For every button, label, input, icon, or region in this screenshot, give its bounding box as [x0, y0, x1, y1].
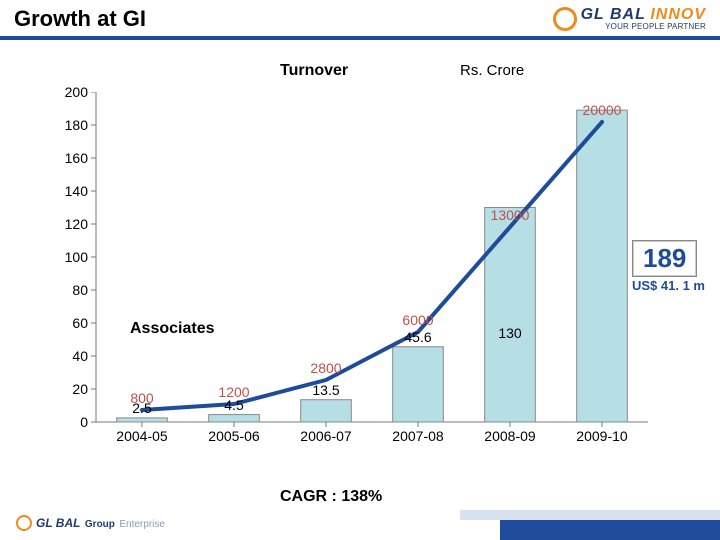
chart-unit: Rs. Crore — [460, 62, 524, 79]
y-tick-label: 140 — [58, 183, 88, 199]
x-category-label: 2005-06 — [208, 428, 259, 444]
bar-value-label: 45.6 — [404, 329, 431, 345]
footer-accent-light — [460, 510, 720, 520]
footer-global: GL BAL — [36, 516, 80, 530]
y-tick-label: 60 — [58, 315, 88, 331]
brand-tagline: YOUR PEOPLE PARTNER — [581, 23, 706, 31]
line-value-label: 13000 — [491, 207, 530, 223]
line-value-label: 2800 — [310, 360, 341, 376]
header-rule — [0, 36, 720, 40]
header: Growth at GI GL BAL INNOV YOUR PEOPLE PA… — [0, 0, 720, 36]
line-value-label: 20000 — [583, 102, 622, 118]
bar-value-label: 13.5 — [312, 382, 339, 398]
callout-sub: US$ 41. 1 m — [632, 278, 705, 293]
brand-logo: GL BAL INNOV YOUR PEOPLE PARTNER — [553, 7, 706, 31]
x-category-label: 2007-08 — [392, 428, 443, 444]
brand-text-innov: INNOV — [650, 6, 706, 23]
footer-accent — [500, 520, 720, 540]
x-category-label: 2004-05 — [116, 428, 167, 444]
y-tick-label: 20 — [58, 381, 88, 397]
line-value-label: 800 — [130, 390, 153, 406]
footer-enterprise: Enterprise — [119, 519, 165, 530]
y-tick-label: 80 — [58, 282, 88, 298]
x-category-label: 2006-07 — [300, 428, 351, 444]
y-tick-label: 160 — [58, 150, 88, 166]
y-tick-label: 180 — [58, 117, 88, 133]
callout-value: 189 — [632, 240, 697, 277]
y-tick-label: 40 — [58, 348, 88, 364]
y-tick-label: 200 — [58, 84, 88, 100]
chart-title: Turnover — [280, 62, 348, 80]
brand-ring-icon — [553, 7, 577, 31]
associates-label: Associates — [130, 320, 215, 338]
line-value-label: 1200 — [218, 384, 249, 400]
brand-text-global: GL BAL — [581, 6, 646, 23]
y-tick-label: 100 — [58, 249, 88, 265]
bar-value-label: 130 — [498, 325, 521, 341]
footer-group: Group — [85, 519, 115, 530]
footer-logo: GL BAL Group Enterprise — [16, 514, 165, 532]
page-title: Growth at GI — [14, 6, 146, 32]
y-tick-label: 0 — [58, 414, 88, 430]
y-tick-label: 120 — [58, 216, 88, 232]
x-category-label: 2009-10 — [576, 428, 627, 444]
line-value-label: 6000 — [402, 312, 433, 328]
cagr-label: CAGR : 138% — [280, 488, 382, 506]
x-category-label: 2008-09 — [484, 428, 535, 444]
footer-ring-icon — [16, 515, 32, 531]
